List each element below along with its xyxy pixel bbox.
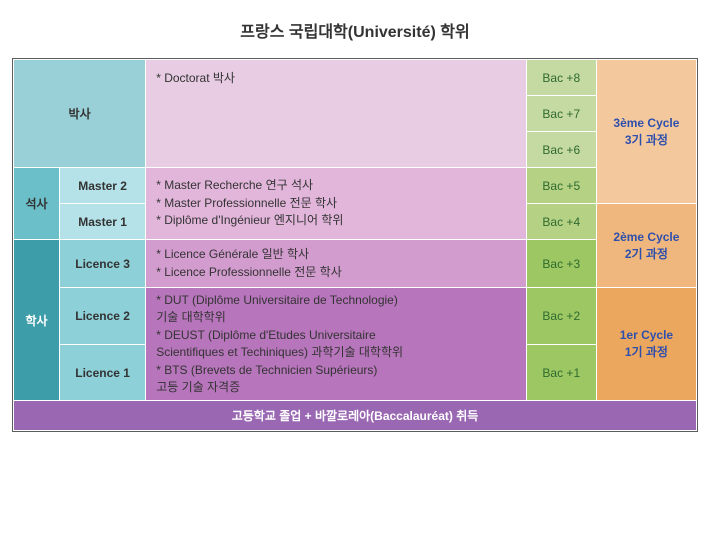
licence-3: Licence 3: [60, 240, 146, 288]
bac-plus-8: Bac +8: [526, 60, 596, 96]
master-desc: * Master Recherche 연구 석사* Master Profess…: [146, 168, 527, 240]
baccalaureat-footer: 고등학교 졸업 + 바깔로레아(Baccalauréat) 취득: [14, 401, 697, 431]
cycle-2: 2ème Cycle2기 과정: [596, 204, 696, 288]
degree-doctor: 박사: [14, 60, 146, 168]
degree-bachelor: 학사: [14, 240, 60, 401]
page-title: 프랑스 국립대학(Université) 학위: [12, 18, 698, 42]
bac-plus-6: Bac +6: [526, 132, 596, 168]
doctor-desc: * Doctorat 박사: [146, 60, 527, 168]
degree-master: 석사: [14, 168, 60, 240]
licence-2: Licence 2: [60, 288, 146, 345]
degree-table-wrap: 박사 * Doctorat 박사 Bac +8 3ème Cycle3기 과정 …: [12, 58, 698, 432]
bac-plus-5: Bac +5: [526, 168, 596, 204]
master-2: Master 2: [60, 168, 146, 204]
bac-plus-4: Bac +4: [526, 204, 596, 240]
bac-plus-1: Bac +1: [526, 344, 596, 401]
bac-plus-2: Bac +2: [526, 288, 596, 345]
master-1: Master 1: [60, 204, 146, 240]
licence-1: Licence 1: [60, 344, 146, 401]
licence12-desc: * DUT (Diplôme Universitaire de Technolo…: [146, 288, 527, 401]
bac-plus-7: Bac +7: [526, 96, 596, 132]
licence3-desc: * Licence Générale 일반 학사* Licence Profes…: [146, 240, 527, 288]
degree-table: 박사 * Doctorat 박사 Bac +8 3ème Cycle3기 과정 …: [13, 59, 697, 431]
cycle-3: 3ème Cycle3기 과정: [596, 60, 696, 204]
bac-plus-3: Bac +3: [526, 240, 596, 288]
cycle-1: 1er Cycle1기 과정: [596, 288, 696, 401]
